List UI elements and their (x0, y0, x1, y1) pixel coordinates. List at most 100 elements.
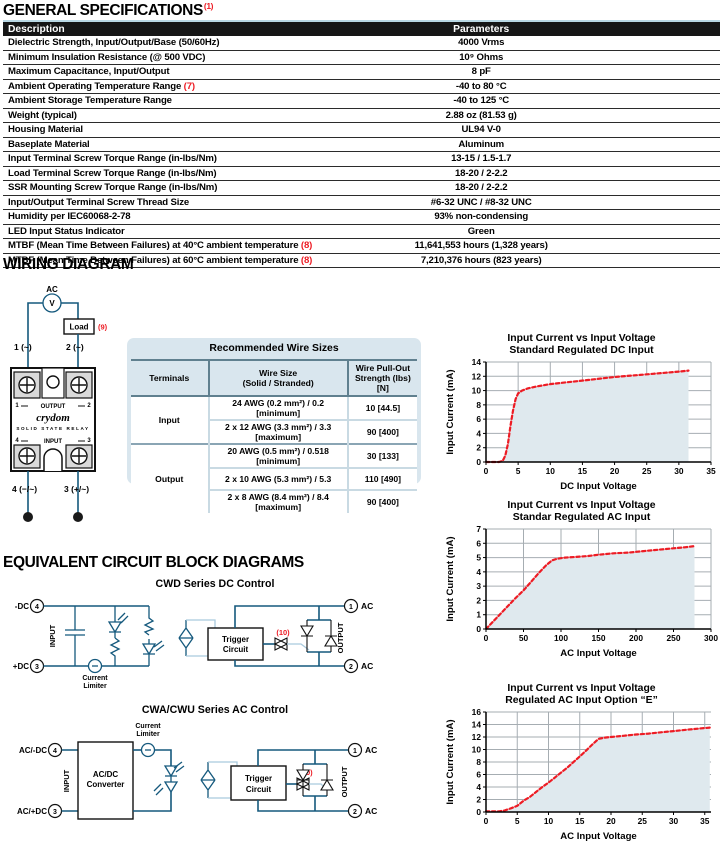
chart-title-line1: Input Current vs Input Voltage (507, 500, 656, 511)
cwd-circuit-diagram: -DC 4 +DC 3 INPUT Current Limiter Trigge… (13, 598, 373, 690)
voltmeter-label: V (49, 299, 55, 308)
footnote-ref-1: (1) (203, 1, 214, 11)
input-label: INPUT (48, 624, 57, 647)
section-title-wiring-diagram: WIRING DIAGRAM (3, 256, 134, 274)
x-tick-label: 10 (546, 466, 556, 476)
wire-table-strength-cell: 110 [490] (346, 467, 417, 490)
spec-row: Input/Output Terminal Screw Thread Size #… (3, 196, 720, 210)
capacitor-symbol (65, 606, 85, 666)
input-stubs (61, 749, 78, 812)
chart-svg-ac-input: 0 50 100 150 200 250 300 0 1 2 3 4 5 6 7 AC Input Volta… (445, 524, 718, 659)
input-wires (27, 471, 79, 515)
y-tick-label: 10 (472, 386, 482, 396)
wire-table-strength-cell: 30 [133] (346, 443, 417, 468)
pin-3-number: 3 (53, 809, 57, 816)
cwa-circuit-diagram: AC/-DC 4 AC/+DC 3 INPUT AC/DC Converter … (17, 723, 377, 820)
wire-table-row: Input 24 AWG (0.2 mm²) / 0.2 [minimum] 10 … (131, 395, 417, 444)
load-box (63, 318, 95, 335)
trigger-circuit-box (207, 627, 264, 661)
ac-label-1: AC (361, 601, 373, 611)
chart-title-line2: Regulated AC Input Option “E” (505, 695, 658, 706)
spec-table-header: Description Parameters (3, 20, 720, 36)
spec-description: Weight (typical) (8, 109, 77, 121)
chart-title-line1: Input Current vs Input Voltage (507, 333, 656, 344)
led-branch-wires (133, 749, 172, 812)
y-tick-label: 7 (476, 524, 481, 534)
spec-description: Baseplate Material (8, 138, 90, 150)
spec-description: MTBF (Mean Time Between Failures) at 60°… (8, 254, 313, 266)
y-tick-label: 5 (476, 553, 481, 563)
x-axis-label: DC Input Voltage (560, 481, 637, 492)
gate-coupling-line (287, 643, 310, 651)
pin-1-number: 1 (353, 748, 357, 755)
y-tick-label: 3 (476, 581, 481, 591)
converter-label1: AC/DC (93, 770, 119, 779)
spec-description: Load Terminal Screw Torque Range (in-lbs… (8, 167, 217, 179)
chart-title-line2: Standar Regulated AC Input (512, 512, 651, 523)
wire-table-title: Recommended Wire Sizes (131, 338, 417, 361)
brand-logo: crydom (36, 412, 70, 424)
chart-title-line2: Standard Regulated DC Input (509, 345, 654, 356)
pin-4-number: 4 (53, 748, 57, 755)
spec-description: Humidity per IEC60068-2-78 (8, 211, 131, 223)
spec-row: Minimum Insulation Resistance (@ 500 VDC… (3, 51, 720, 65)
output-rails (234, 605, 345, 667)
y-tick-label: 2 (476, 795, 481, 805)
relay-pin2: 2 (87, 403, 91, 409)
y-tick-label: 12 (472, 732, 482, 742)
section-title-equivalent-circuits: EQUIVALENT CIRCUIT BLOCK DIAGRAMS (3, 554, 304, 572)
x-tick-label: 0 (484, 633, 489, 643)
spec-description: Ambient Operating Temperature Range (7) (8, 80, 195, 92)
ac-source-label: AC (46, 285, 58, 294)
led-indicator-symbol (107, 606, 123, 638)
output-label: OUTPUT (336, 622, 345, 653)
wire-table-row: 2 x 8 AWG (8.4 mm²) / 8.4 [maximum] 90 [4… (131, 489, 417, 513)
terminal-1-label: 1 (~) (14, 342, 32, 352)
y-tick-label: 4 (476, 782, 481, 792)
wire-left (27, 302, 43, 370)
spec-description: Ambient Storage Temperature Range (8, 95, 172, 107)
ac-label-1: AC (365, 745, 377, 755)
wire-table-terminal-cell: Output (131, 443, 209, 513)
x-tick-label: 300 (704, 633, 718, 643)
ac-label-2: AC (361, 661, 373, 671)
footnote-ref-10: (10) (276, 628, 290, 637)
relay-pin1: 1 (15, 403, 19, 409)
x-axis-label: AC Input Voltage (560, 648, 637, 659)
cwd-diagram-title: CWD Series DC Control (155, 578, 275, 590)
spec-parameter: -40 to 125 °C (453, 95, 510, 107)
y-tick-label: 8 (476, 757, 481, 767)
terminal-3-label: 3 (+/~) (64, 484, 89, 494)
footnote-ref-9: (9) (98, 323, 108, 332)
spec-parameter: 93% non-condensing (434, 211, 529, 223)
spec-parameter: Green (467, 225, 495, 237)
resistor-symbol (109, 637, 121, 666)
spec-row: Housing Material UL94 V-0 (3, 123, 720, 138)
x-tick-label: 20 (606, 816, 616, 826)
scr-bridge-wires (307, 606, 331, 666)
neg-dc-label: -DC (15, 602, 29, 611)
section-title-text: GENERAL SPECIFICATIONS (3, 2, 203, 20)
led-rays (153, 761, 185, 796)
spec-row: Load Terminal Screw Torque Range (in-lbs… (3, 167, 720, 181)
scr-down-symbol (300, 620, 314, 652)
pin-3-number: 3 (35, 664, 39, 671)
pin-2-number: 2 (353, 809, 357, 816)
y-tick-label: 4 (476, 428, 481, 438)
antiparallel-leds (163, 765, 179, 794)
x-tick-label: 5 (516, 466, 521, 476)
x-tick-label: 30 (669, 816, 679, 826)
trigger-circuit-box (230, 765, 287, 801)
x-tick-label: 25 (642, 466, 652, 476)
section-title-general-specifications: GENERAL SPECIFICATIONS(1) (3, 1, 214, 20)
ac-neg-dc-label: AC/-DC (19, 746, 47, 755)
wire-table-column-header: Terminals (131, 361, 209, 397)
wire-right (61, 302, 79, 319)
spec-row: SSR Mounting Screw Torque Range (in-lbs/… (3, 181, 720, 196)
opto-led-rays (153, 640, 165, 652)
trigger-label1: Trigger (245, 774, 272, 783)
wire-table-column-header: Wire Pull-Out Strength (lbs)[N] (346, 361, 417, 397)
y-tick-label: 0 (476, 624, 481, 634)
relay-pin3: 3 (87, 438, 91, 444)
wire-table-strength-cell: 90 [400] (346, 489, 417, 513)
